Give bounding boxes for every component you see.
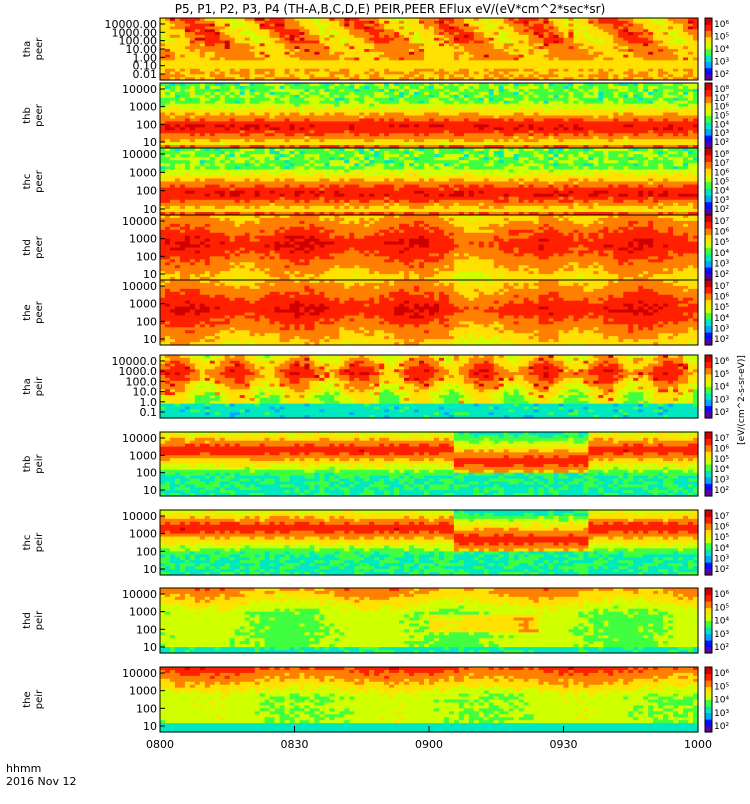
panel-stack: 10000.001000.00100.0010.001.000.100.01th… <box>22 18 747 733</box>
colorbar-step <box>705 24 712 31</box>
colorbar-step <box>705 116 712 123</box>
colorbar-step <box>705 37 712 44</box>
y-tick-label: 0.01 <box>133 68 158 81</box>
probe-label: tha <box>22 41 33 57</box>
colorbar-tick-label: 10⁴ <box>714 45 729 55</box>
probe-label: thb <box>22 107 33 124</box>
colorbar-step <box>705 68 712 75</box>
colorbar-step <box>705 96 712 103</box>
spectrogram-image <box>160 148 699 216</box>
colorbar-step <box>705 129 712 136</box>
colorbar-step <box>705 61 712 68</box>
colorbar-tick-label: 10² <box>714 70 729 80</box>
colorbar-step <box>705 49 712 56</box>
spectrogram-image <box>160 83 699 149</box>
colorbar-tick-label: 10⁵ <box>714 33 729 43</box>
colorbar-step <box>705 43 712 50</box>
y-tick-label: 100 <box>136 118 157 131</box>
colorbar-step <box>705 122 712 129</box>
colorbar-step <box>705 30 712 37</box>
colorbar: 10⁶ 10⁵ 10⁴ 10³ 10² <box>705 18 729 81</box>
colorbar-step <box>705 103 712 110</box>
colorbar-step <box>705 109 712 116</box>
colorbar-step <box>705 18 712 25</box>
colorbar-step <box>705 90 712 97</box>
species-label: peer <box>34 37 45 61</box>
species-label: peer <box>34 103 45 127</box>
y-tick-label: 10000 <box>122 83 157 96</box>
panel-tha-peer: 10000.001000.00100.0010.001.000.100.01th… <box>22 18 729 81</box>
y-tick-label: 1000 <box>129 101 157 114</box>
colorbar-tick-label: 10⁶ <box>714 20 729 30</box>
spectrogram-image <box>160 18 699 81</box>
colorbar-tick-label: 10³ <box>714 58 729 68</box>
colorbar-step <box>705 135 712 142</box>
colorbar-tick-label: 10² <box>714 138 729 148</box>
colorbar-step <box>705 83 712 90</box>
colorbar-step <box>705 55 712 62</box>
chart-title: P5, P1, P2, P3, P4 (TH-A,B,C,D,E) PEIR,P… <box>175 2 606 16</box>
